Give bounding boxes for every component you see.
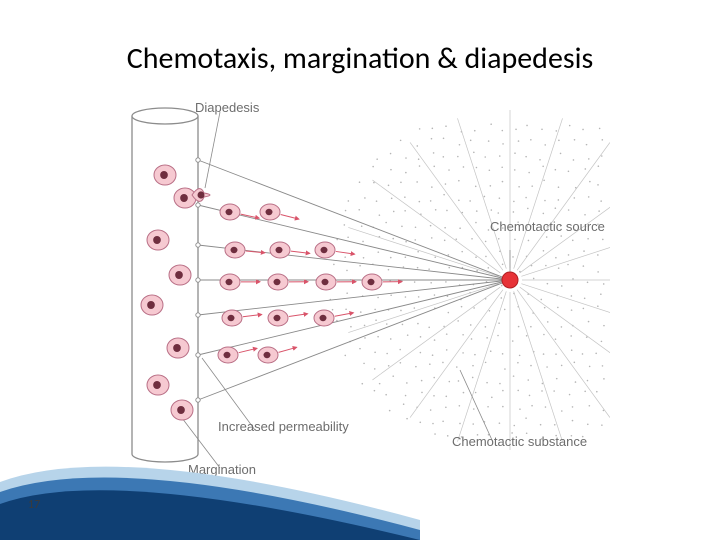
slide-title: Chemotaxis, margination & diapedesis bbox=[0, 40, 720, 77]
accent-swoosh bbox=[0, 430, 420, 540]
page-number: 17 bbox=[28, 498, 40, 512]
label-chemotactic-substance: Chemotactic substance bbox=[452, 435, 587, 450]
diagram-svg bbox=[110, 100, 610, 480]
slide: Chemotaxis, margination & diapedesis Dia… bbox=[0, 0, 720, 540]
label-chemotactic-source: Chemotactic source bbox=[490, 220, 605, 235]
label-diapedesis: Diapedesis bbox=[195, 100, 259, 115]
chemotaxis-diagram: Diapedesis Chemotactic source Increased … bbox=[110, 100, 610, 480]
accent-svg bbox=[0, 430, 420, 540]
